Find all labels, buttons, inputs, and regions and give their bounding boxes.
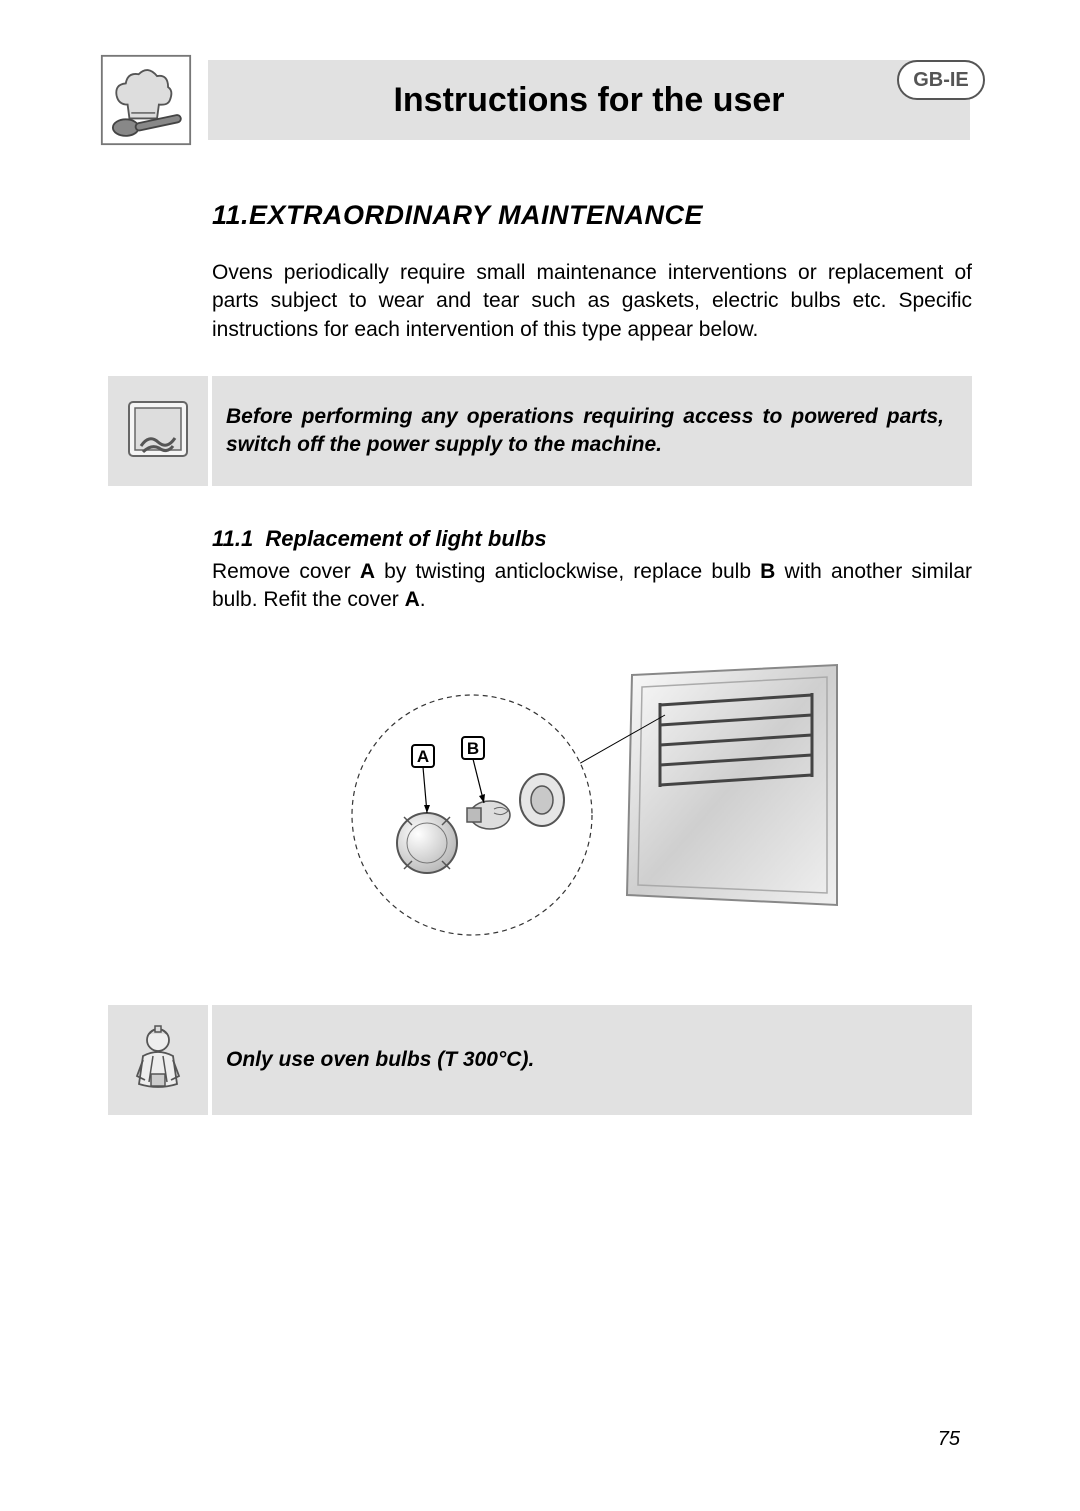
- content-column: 11.EXTRAORDINARY MAINTENANCE Ovens perio…: [212, 200, 972, 344]
- subsection-number: 11.1: [212, 526, 253, 551]
- sub-bold-b: B: [760, 560, 775, 583]
- sub-text-2: by twisting anticlockwise, replace bulb: [375, 560, 760, 583]
- bulb-diagram: A B: [212, 645, 972, 955]
- header-title-banner: Instructions for the user: [208, 60, 970, 140]
- bulb-warning-text: Only use oven bulbs (T 300°C).: [212, 1005, 972, 1115]
- subsection-title-text: Replacement of light bulbs: [265, 526, 546, 551]
- bulb-warning-box: Only use oven bulbs (T 300°C).: [108, 1005, 972, 1115]
- bulb-warning-content: Only use oven bulbs (T 300°C).: [226, 1046, 534, 1074]
- sub-bold-a2: A: [405, 588, 420, 611]
- page: Instructions for the user GB-IE 11.EXTRA…: [0, 0, 1080, 1511]
- subsection-heading: 11.1 Replacement of light bulbs: [212, 526, 972, 552]
- subsection-paragraph: Remove cover A by twisting anticlockwise…: [212, 558, 972, 615]
- diagram-label-b: B: [467, 739, 479, 758]
- header-title-text: Instructions for the user: [393, 81, 784, 120]
- page-number: 75: [938, 1428, 960, 1451]
- language-badge: GB-IE: [897, 60, 985, 100]
- oven-door-icon: [108, 376, 208, 486]
- language-badge-text: GB-IE: [913, 69, 969, 92]
- section-heading: 11.EXTRAORDINARY MAINTENANCE: [212, 200, 972, 231]
- diagram-label-a: A: [417, 747, 429, 766]
- power-warning-content: Before performing any operations requiri…: [226, 403, 944, 460]
- subsection-block: 11.1 Replacement of light bulbs Remove c…: [212, 526, 972, 955]
- chef-hat-spoon-icon: [96, 50, 196, 150]
- sub-bold-a: A: [360, 560, 375, 583]
- power-warning-text: Before performing any operations requiri…: [212, 376, 972, 486]
- technician-icon: [108, 1005, 208, 1115]
- sub-text-1: Remove cover: [212, 560, 360, 583]
- intro-paragraph: Ovens periodically require small mainten…: [212, 259, 972, 344]
- section-title-text: EXTRAORDINARY MAINTENANCE: [249, 200, 703, 230]
- sub-text-4: .: [420, 588, 426, 611]
- power-warning-box: Before performing any operations requiri…: [108, 376, 972, 486]
- section-number: 11.: [212, 200, 249, 230]
